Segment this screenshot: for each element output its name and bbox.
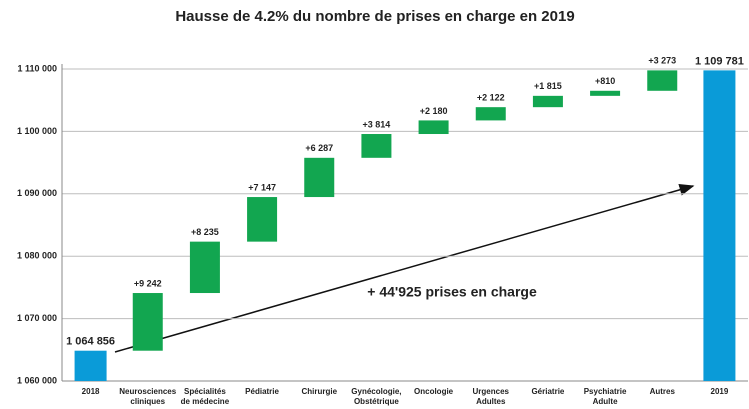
value-label: +1 815: [534, 81, 562, 91]
arrow: [114, 183, 695, 353]
annotation: + 44'925 prises en charge: [367, 284, 537, 300]
value-label: +3 273: [648, 56, 676, 66]
x-tick-label: Neurosciences cliniques: [119, 387, 177, 406]
bar: [647, 70, 678, 91]
bar: [247, 197, 278, 242]
y-tick-label: 1 080 000: [17, 251, 57, 261]
x-tick-label: 2018: [81, 387, 100, 396]
value-label: +6 287: [305, 143, 333, 153]
y-tick-label: 1 110 000: [17, 63, 57, 73]
x-tick-label: Autres: [649, 387, 675, 396]
chart-title: Hausse de 4.2% du nombre de prises en ch…: [175, 8, 574, 25]
value-label: +8 235: [191, 227, 219, 237]
value-label: +810: [595, 76, 615, 86]
y-tick-label: 1 090 000: [17, 188, 57, 198]
x-tick-label: Spécialités de médecine: [180, 387, 230, 406]
x-tick-label: Urgences Adultes: [472, 387, 509, 406]
x-tick-label: 2019: [710, 387, 729, 396]
y-tick-label: 1 100 000: [17, 126, 57, 136]
bar: [132, 293, 163, 351]
value-label: 1 109 781: [695, 55, 744, 67]
bar: [475, 107, 506, 121]
bar: [703, 70, 736, 381]
x-tick-label: Oncologie: [414, 387, 454, 396]
bar: [304, 157, 335, 198]
bar: [189, 241, 220, 294]
value-label: +2 180: [420, 106, 448, 116]
x-tick-label: Gériatrie: [531, 387, 565, 396]
bar: [418, 120, 449, 135]
value-label: +3 814: [363, 119, 391, 129]
x-tick-label: Psychiatrie Adulte: [583, 387, 627, 406]
value-label: +2 122: [477, 93, 505, 103]
bar: [361, 134, 392, 158]
value-label: +7 147: [248, 182, 276, 192]
bar: [532, 95, 563, 108]
x-tick-label: Pédiatrie: [245, 387, 279, 396]
value-label: +9 242: [134, 278, 162, 288]
bar: [590, 90, 621, 96]
y-tick-label: 1 070 000: [17, 313, 57, 323]
x-tick-label: Gynécologie, Obstétrique: [351, 387, 402, 406]
y-tick-label: 1 060 000: [17, 375, 57, 385]
bar: [74, 350, 107, 381]
x-tick-label: Chirurgie: [301, 387, 338, 396]
value-label: 1 064 856: [66, 336, 115, 348]
